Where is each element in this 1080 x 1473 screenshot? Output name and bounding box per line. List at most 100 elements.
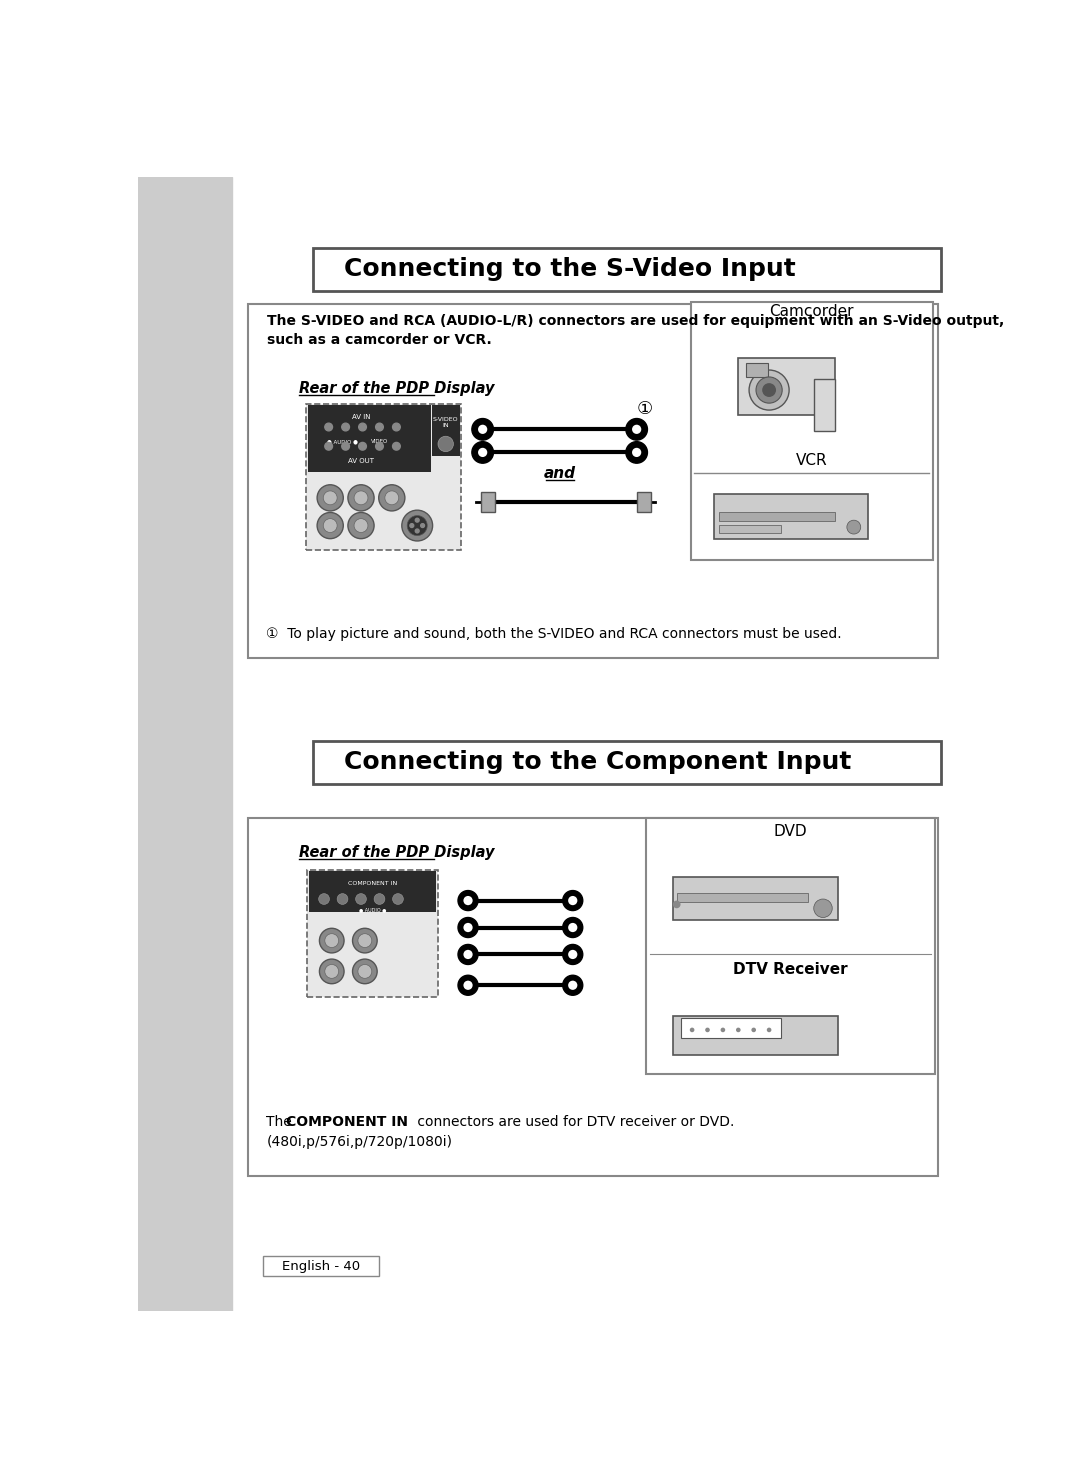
- Circle shape: [325, 423, 333, 432]
- Text: connectors are used for DTV receiver or DVD.: connectors are used for DTV receiver or …: [413, 1115, 734, 1128]
- Circle shape: [319, 894, 329, 904]
- Text: and: and: [543, 465, 576, 480]
- Bar: [719, 511, 835, 521]
- Circle shape: [767, 1028, 771, 1033]
- Circle shape: [320, 928, 345, 953]
- Circle shape: [357, 934, 372, 947]
- Circle shape: [458, 918, 478, 937]
- Text: Connecting to the S-Video Input: Connecting to the S-Video Input: [345, 258, 796, 281]
- Circle shape: [720, 1028, 725, 1033]
- Circle shape: [384, 491, 399, 505]
- Circle shape: [374, 894, 384, 904]
- Circle shape: [563, 918, 583, 937]
- Circle shape: [421, 523, 424, 527]
- Circle shape: [756, 377, 782, 404]
- Bar: [636, 492, 650, 511]
- Circle shape: [463, 896, 473, 906]
- Circle shape: [379, 485, 405, 511]
- Circle shape: [318, 513, 343, 539]
- Bar: [677, 893, 808, 901]
- Circle shape: [458, 891, 478, 910]
- Bar: [247, 818, 939, 1177]
- Circle shape: [568, 924, 578, 932]
- Circle shape: [341, 423, 350, 432]
- Circle shape: [359, 423, 366, 432]
- Circle shape: [402, 510, 433, 541]
- Circle shape: [813, 899, 833, 918]
- Bar: [308, 405, 431, 471]
- Circle shape: [750, 370, 789, 409]
- Bar: [313, 249, 941, 290]
- Text: COMPONENT IN: COMPONENT IN: [286, 1115, 408, 1128]
- Circle shape: [472, 442, 494, 463]
- Text: DVD: DVD: [774, 823, 808, 838]
- Circle shape: [392, 423, 401, 432]
- Circle shape: [392, 442, 401, 451]
- Circle shape: [337, 894, 348, 904]
- Text: (480i,p/576i,p/720p/1080i): (480i,p/576i,p/720p/1080i): [267, 1134, 453, 1149]
- Circle shape: [705, 1028, 710, 1033]
- Circle shape: [318, 485, 343, 511]
- Circle shape: [563, 975, 583, 996]
- Circle shape: [438, 436, 454, 452]
- Bar: [714, 493, 867, 539]
- Text: S-VIDEO
IN: S-VIDEO IN: [433, 417, 459, 429]
- Text: Rear of the PDP Display: Rear of the PDP Display: [299, 382, 495, 396]
- Text: VCR: VCR: [796, 452, 827, 467]
- Circle shape: [762, 383, 777, 398]
- Text: COMPONENT IN: COMPONENT IN: [348, 881, 397, 885]
- Circle shape: [632, 448, 642, 457]
- Text: The: The: [267, 1115, 296, 1128]
- Text: Connecting to the Component Input: Connecting to the Component Input: [345, 750, 851, 773]
- Text: ①: ①: [636, 401, 652, 418]
- Bar: [690, 302, 933, 560]
- Bar: [646, 818, 934, 1074]
- Circle shape: [323, 491, 337, 505]
- Circle shape: [463, 950, 473, 959]
- Text: ①  To play picture and sound, both the S-VIDEO and RCA connectors must be used.: ① To play picture and sound, both the S-…: [267, 627, 842, 641]
- Text: English - 40: English - 40: [282, 1259, 360, 1273]
- Circle shape: [626, 442, 647, 463]
- Circle shape: [563, 944, 583, 965]
- Circle shape: [355, 894, 366, 904]
- Circle shape: [563, 891, 583, 910]
- Circle shape: [325, 934, 339, 947]
- Circle shape: [359, 442, 366, 451]
- Circle shape: [407, 516, 428, 536]
- Circle shape: [352, 959, 377, 984]
- Bar: [264, 1256, 379, 1276]
- Circle shape: [632, 424, 642, 435]
- Text: DTV Receiver: DTV Receiver: [733, 962, 848, 978]
- Bar: [673, 878, 838, 919]
- Circle shape: [410, 523, 414, 527]
- Circle shape: [325, 965, 339, 978]
- Circle shape: [568, 981, 578, 990]
- Circle shape: [352, 928, 377, 953]
- Circle shape: [463, 924, 473, 932]
- Text: Camcorder: Camcorder: [769, 303, 853, 320]
- Circle shape: [341, 442, 350, 451]
- Circle shape: [323, 518, 337, 533]
- Bar: [680, 1018, 781, 1037]
- Text: ● AUDIO ●: ● AUDIO ●: [327, 439, 357, 445]
- Bar: [306, 404, 461, 551]
- Bar: [307, 869, 438, 997]
- Circle shape: [458, 944, 478, 965]
- Bar: [813, 379, 835, 432]
- Circle shape: [568, 896, 578, 906]
- Circle shape: [472, 418, 494, 440]
- Text: VIDEO: VIDEO: [370, 439, 388, 445]
- Text: Rear of the PDP Display: Rear of the PDP Display: [299, 846, 495, 860]
- Text: ● AUDIO ●: ● AUDIO ●: [359, 907, 387, 912]
- Circle shape: [416, 529, 419, 533]
- Circle shape: [463, 981, 473, 990]
- Circle shape: [320, 959, 345, 984]
- Circle shape: [735, 1028, 741, 1033]
- Bar: [481, 492, 495, 511]
- Circle shape: [416, 518, 419, 521]
- Circle shape: [348, 485, 374, 511]
- Circle shape: [690, 1028, 694, 1033]
- Bar: [138, 177, 232, 1311]
- Circle shape: [354, 518, 368, 533]
- Text: The S-VIDEO and RCA (AUDIO-L/R) connectors are used for equipment with an S-Vide: The S-VIDEO and RCA (AUDIO-L/R) connecto…: [267, 314, 1004, 348]
